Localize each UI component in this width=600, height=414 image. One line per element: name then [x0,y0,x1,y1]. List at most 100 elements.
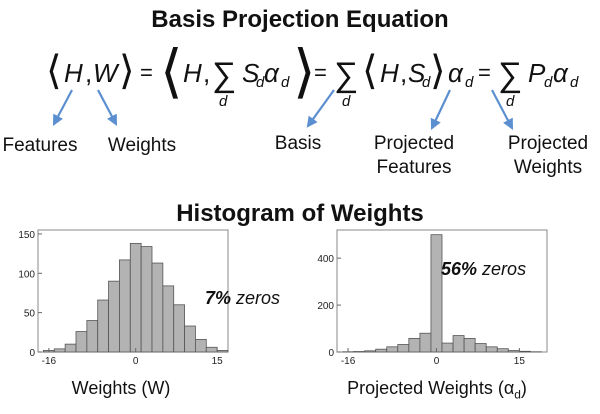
weights-bar [97,299,109,353]
equation-title: Basis Projection Equation [151,6,449,33]
svg-text:,: , [85,58,92,88]
label-features: Features [2,135,78,156]
weights-bar [162,285,175,353]
svg-text:∑: ∑ [212,56,236,94]
xlabel-weights: Weights (W) [71,378,171,398]
annotation-weights-word: zeros [236,288,281,308]
annotation-projected-pct: 56% [441,259,478,279]
svg-text:H: H [183,58,202,88]
label-weights: Weights [107,135,177,156]
weights-bar [119,259,131,353]
svg-text:⟨: ⟨ [46,49,62,93]
projected-bar [364,350,377,353]
svg-text:H: H [380,58,399,88]
svg-text:α: α [553,58,569,88]
svg-text:∑: ∑ [498,56,522,94]
svg-text:d: d [465,74,474,91]
svg-text:,: , [203,58,210,88]
projected-bar [518,350,531,353]
weights-bar [53,348,66,353]
svg-text:P: P [528,58,546,88]
label-basis: Basis [274,133,322,154]
projected-bar [386,346,399,353]
arrow-basis [306,89,335,128]
svg-text:=: = [314,60,327,85]
projected-bar [397,344,410,353]
projected-bar [507,350,520,353]
svg-text:d: d [256,74,265,91]
projected-bar [430,234,443,353]
svg-text:d: d [544,74,553,91]
svg-text:⟩: ⟩ [119,49,135,93]
annotation-weights-pct: 7% [205,288,232,308]
projected-ytick-label: 200 [317,301,334,312]
projected-xtick-label: 0 [434,356,440,367]
xlabel-projected-close: ) [520,378,527,398]
weights-bar [129,242,142,353]
xlabel-projected-weights: Projected Weights (αd) [347,378,527,402]
weights-bar [184,325,196,353]
annotation-projected-word: zeros [482,259,527,279]
label-projected-features-line1: Projected [373,133,455,154]
weights-xtick-label: -16 [42,356,57,367]
svg-text:α: α [448,58,464,88]
weights-bar [140,246,153,353]
svg-text:d: d [422,74,431,91]
projected-bar [408,337,421,353]
svg-text:⟩: ⟩ [430,49,446,93]
projected-bar [463,337,476,353]
annotation-weights-zeros: 7% zeros [205,288,280,309]
svg-text:=: = [478,60,491,85]
annotation-projected-zeros: 56% zeros [441,259,526,280]
svg-text:d: d [570,74,579,91]
svg-text:,: , [400,58,407,88]
projected-bar [419,332,432,353]
projected-ytick-label: 400 [317,254,334,265]
weights-bar [86,320,99,353]
weights-bar [64,343,77,353]
projected-bar [375,348,388,353]
label-projected-features-line2: Features [376,157,452,178]
label-projected-weights-line2: Weights [513,157,583,178]
weights-bar [173,304,185,353]
histogram-title: Histogram of Weights [176,200,424,227]
arrow-weights [97,89,118,126]
svg-text:H: H [64,58,83,88]
weights-bar [108,280,120,353]
projected-xtick-label: -16 [341,356,356,367]
svg-text:S: S [408,58,426,88]
svg-text:∑: ∑ [334,56,358,94]
svg-text:d: d [219,93,228,110]
weights-ytick-label: 0 [29,348,35,359]
weights-bar [151,262,164,353]
svg-text:S: S [242,58,260,88]
svg-text:d: d [281,74,290,91]
projected-bar [452,335,465,353]
label-projected-weights-line1: Projected [507,133,589,154]
weights-xtick-label: 0 [133,356,139,367]
weights-bar [195,339,207,353]
svg-text:⟨: ⟨ [362,49,378,93]
arrow-projected-weights [491,89,514,130]
weights-bar [205,346,218,353]
weights-ytick-label: 50 [24,309,36,320]
weights-ytick-label: 100 [18,269,35,280]
xlabel-projected-sub: d [514,387,521,402]
svg-text:α: α [264,58,280,88]
svg-text:=: = [140,60,153,85]
weights-bar [75,331,88,353]
weights-xtick-label: 15 [212,356,224,367]
arrow-features [52,89,73,126]
svg-text:⟨: ⟨ [160,39,183,104]
xlabel-projected-main: Projected Weights (α [347,378,515,398]
projected-bar [485,346,498,353]
projected-bar [474,343,487,353]
svg-text:W: W [93,58,120,88]
svg-text:d: d [342,93,351,110]
label-projected-weights: Projected Weights [508,132,588,180]
basis-projection-equation: ⟨ H , W ⟩ = ⟨ H , ∑ d S d α d ⟩ = ∑ d ⟨ … [46,39,579,110]
svg-text:⟩: ⟩ [293,39,316,104]
histogram-projected-weights: 0 200 400 -16 0 15 [317,229,548,367]
arrow-projected-features [430,89,451,130]
